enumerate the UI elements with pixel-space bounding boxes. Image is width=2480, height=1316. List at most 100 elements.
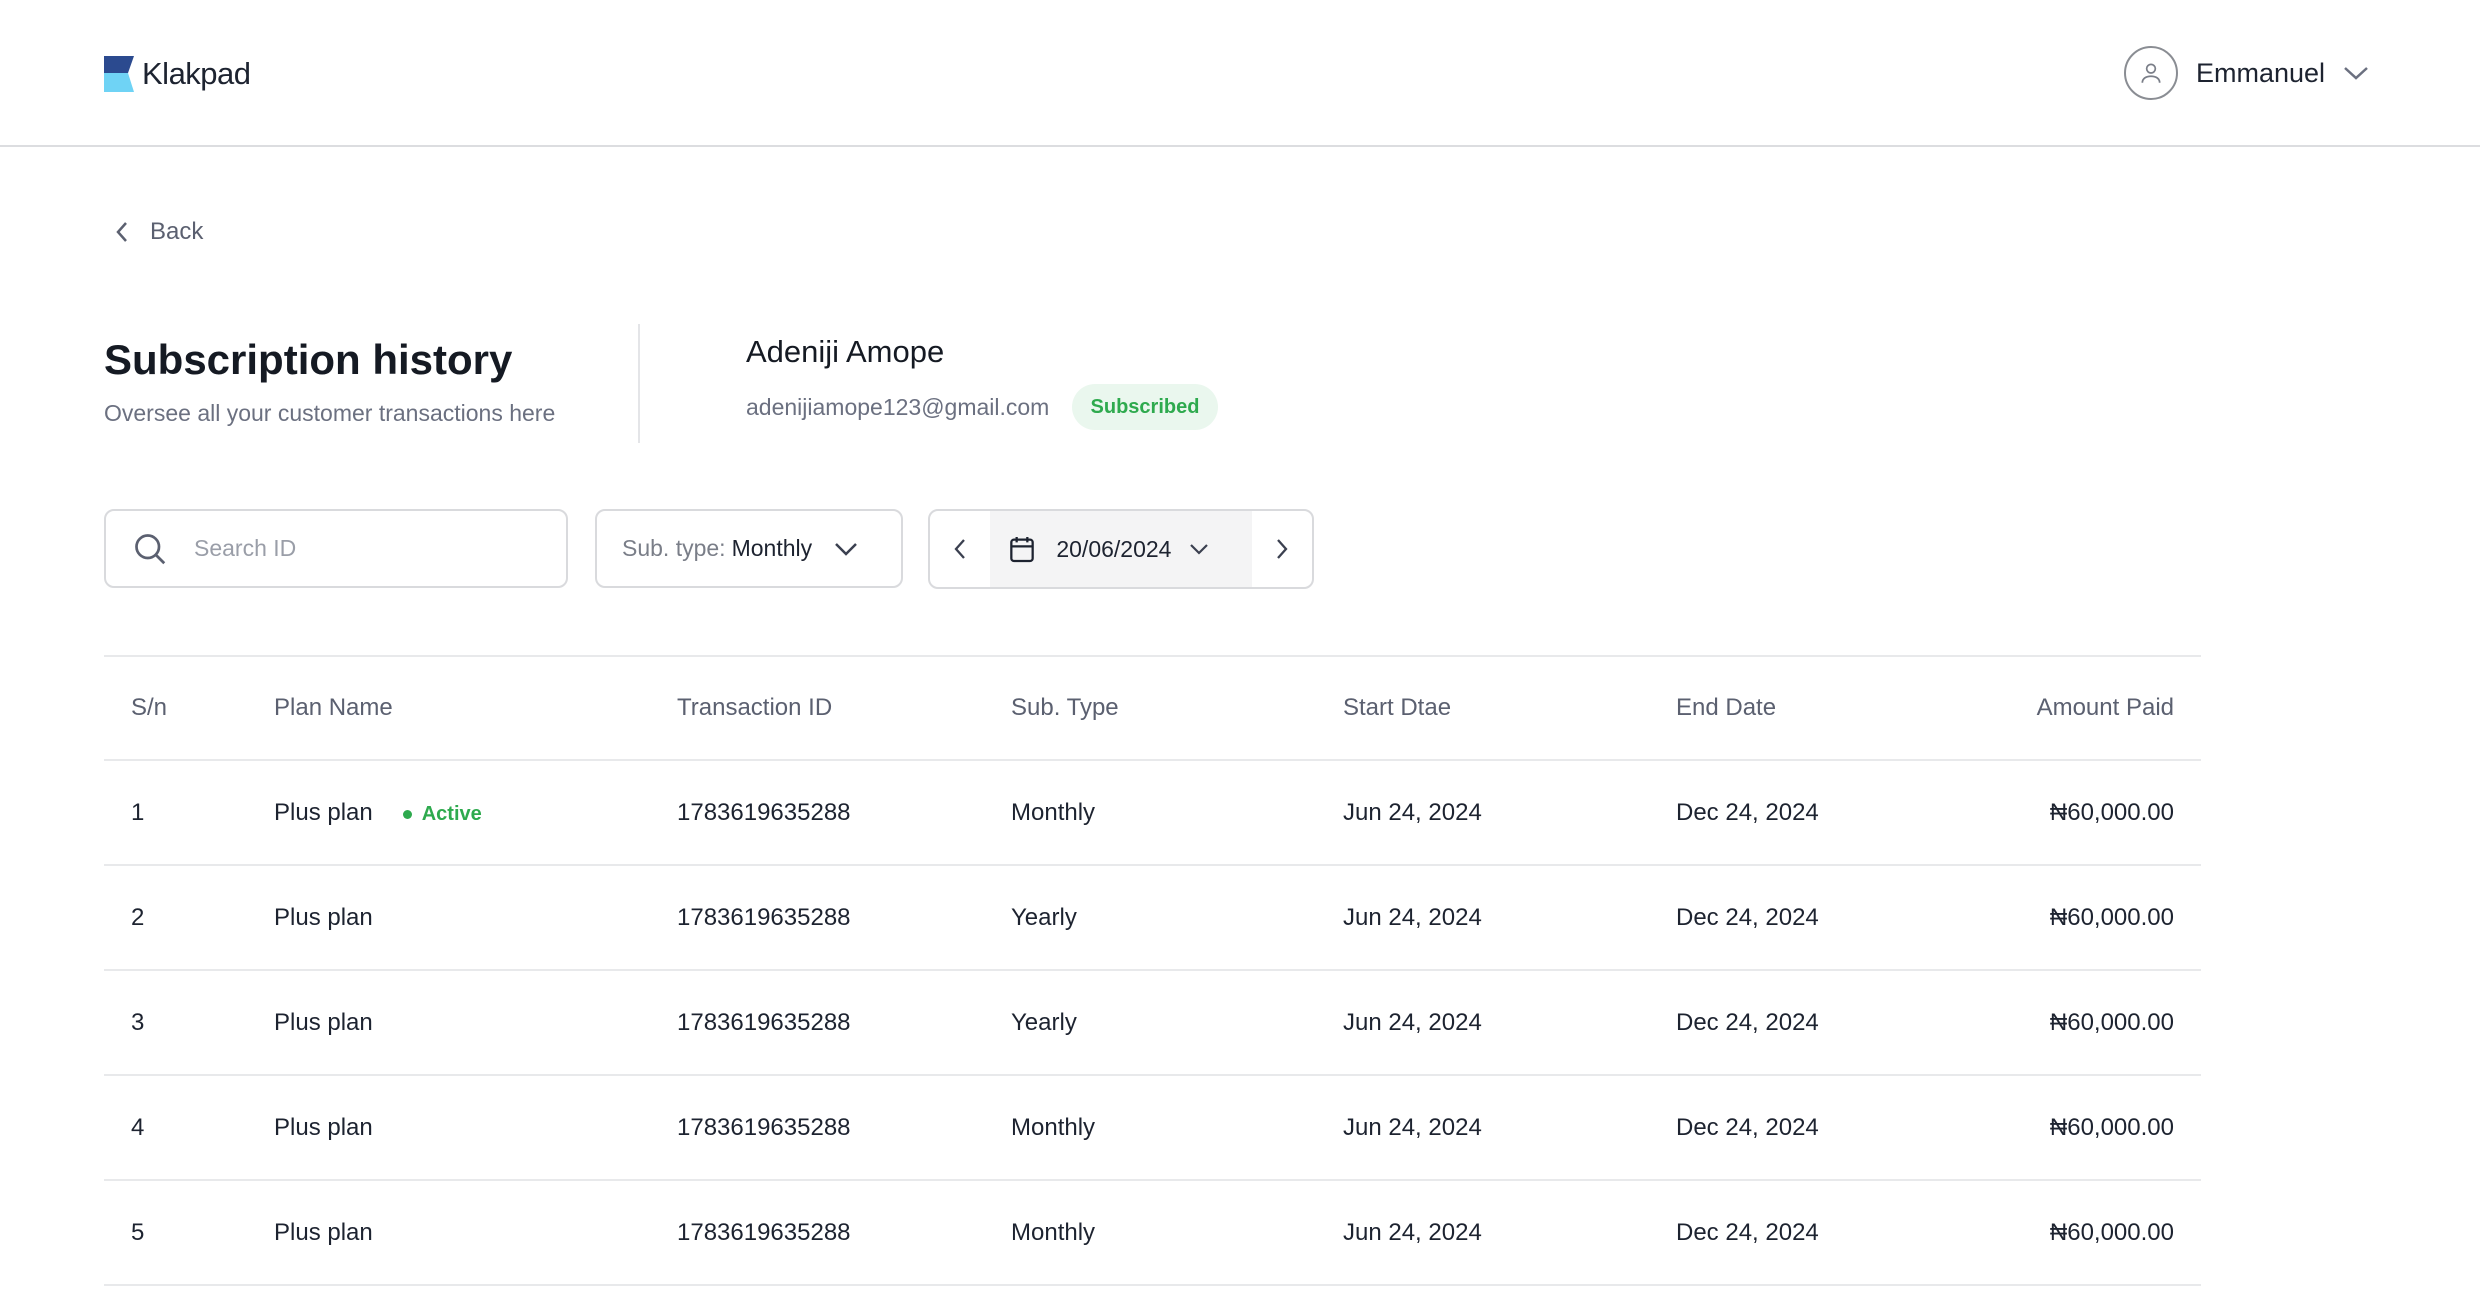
top-bar: Klakpad Emmanuel xyxy=(0,0,2480,147)
cell-amount: ₦60,000.00 xyxy=(1976,1075,2201,1181)
sn-value: 4 xyxy=(131,1113,145,1141)
column-header: Amount Paid xyxy=(1976,655,2201,761)
cell-plan: Plus plan xyxy=(274,1180,677,1286)
start-value: Jun 24, 2024 xyxy=(1343,1218,1482,1246)
cell-sn: 5 xyxy=(104,1180,274,1286)
sub-type-label: Sub. type: xyxy=(622,535,726,561)
txn-value: 1783619635288 xyxy=(677,1008,851,1036)
amount-value: ₦60,000.00 xyxy=(2049,1218,2174,1246)
type-value: Monthly xyxy=(1011,1218,1096,1246)
type-value: Yearly xyxy=(1011,1008,1077,1036)
plan-value: Plus plan xyxy=(274,1008,373,1036)
table-row[interactable]: 5 Plus plan 1783619635288 Monthly Jun 24, 20… xyxy=(104,1180,2201,1286)
brand-logo[interactable]: Klakpad xyxy=(104,56,251,92)
start-value: Jun 24, 2024 xyxy=(1343,1113,1482,1141)
end-value: Dec 24, 2024 xyxy=(1676,798,1819,826)
type-value: Monthly xyxy=(1011,798,1096,826)
sn-value: 5 xyxy=(131,1218,145,1246)
status-dot-icon xyxy=(402,809,412,819)
plan-value: Plus plan xyxy=(274,1218,373,1246)
cell-end: Dec 24, 2024 xyxy=(1676,970,1976,1076)
cell-plan: Plus plan xyxy=(274,865,677,971)
chevron-down-icon xyxy=(2344,67,2368,80)
chevron-left-icon xyxy=(954,539,966,559)
amount-value: ₦60,000.00 xyxy=(2049,903,2174,931)
sub-type-dropdown[interactable]: Sub. type: Monthly xyxy=(595,509,903,588)
txn-value: 1783619635288 xyxy=(677,903,851,931)
back-button[interactable]: Back xyxy=(116,218,203,246)
plan-value: Plus plan xyxy=(274,1113,373,1141)
sn-value: 1 xyxy=(131,798,145,826)
chevron-down-icon xyxy=(1190,544,1209,555)
cell-sn: 4 xyxy=(104,1075,274,1181)
txn-value: 1783619635288 xyxy=(677,798,851,826)
date-select[interactable]: 20/06/2024 xyxy=(990,511,1252,587)
chevron-down-icon xyxy=(835,542,858,556)
cell-amount: ₦60,000.00 xyxy=(1976,970,2201,1076)
chevron-right-icon xyxy=(1276,539,1288,559)
user-menu[interactable]: Emmanuel xyxy=(2124,46,2369,100)
sn-value: 3 xyxy=(131,1008,145,1036)
table-row[interactable]: 2 Plus plan 1783619635288 Yearly Jun 24, 202… xyxy=(104,865,2201,971)
cell-amount: ₦60,000.00 xyxy=(1976,865,2201,971)
table-row[interactable]: 3 Plus plan 1783619635288 Yearly Jun 24, 202… xyxy=(104,970,2201,1076)
table-header-row: S/n Plan Name Transaction ID Sub. Type Start… xyxy=(104,655,2201,761)
cell-plan: Plus plan xyxy=(274,970,677,1076)
cell-end: Dec 24, 2024 xyxy=(1676,1180,1976,1286)
chevron-left-icon xyxy=(116,222,127,242)
cell-type: Monthly xyxy=(1011,760,1343,866)
calendar-icon xyxy=(1010,537,1035,563)
cell-txn: 1783619635288 xyxy=(677,1180,1011,1286)
plan-value: Plus plan xyxy=(274,903,373,931)
active-label: Active xyxy=(421,802,482,825)
cell-start: Jun 24, 2024 xyxy=(1343,760,1676,866)
cell-start: Jun 24, 2024 xyxy=(1343,970,1676,1076)
cell-start: Jun 24, 2024 xyxy=(1343,1075,1676,1181)
cell-sn: 3 xyxy=(104,970,274,1076)
status-badge: Subscribed xyxy=(1072,384,1218,430)
cell-start: Jun 24, 2024 xyxy=(1343,865,1676,971)
start-value: Jun 24, 2024 xyxy=(1343,1008,1482,1036)
table-row[interactable]: 1 Plus plan Active 1783619635288 Monthly Jun … xyxy=(104,760,2201,866)
cell-type: Yearly xyxy=(1011,970,1343,1076)
sn-value: 2 xyxy=(131,903,145,931)
page-title: Subscription history xyxy=(104,336,513,383)
txn-value: 1783619635288 xyxy=(677,1113,851,1141)
cell-end: Dec 24, 2024 xyxy=(1676,760,1976,866)
table-row[interactable]: 4 Plus plan 1783619635288 Monthly Jun 24, 20… xyxy=(104,1075,2201,1181)
plan-value: Plus plan xyxy=(274,798,373,826)
sub-type-value: Monthly xyxy=(731,535,813,561)
active-indicator: Active xyxy=(402,802,482,825)
date-picker: 20/06/2024 xyxy=(928,509,1314,589)
klakpad-logo-icon xyxy=(104,56,134,92)
end-value: Dec 24, 2024 xyxy=(1676,903,1819,931)
cell-end: Dec 24, 2024 xyxy=(1676,1075,1976,1181)
cell-end: Dec 24, 2024 xyxy=(1676,865,1976,971)
cell-plan: Plus plan xyxy=(274,1075,677,1181)
divider xyxy=(638,324,640,443)
cell-txn: 1783619635288 xyxy=(677,760,1011,866)
end-value: Dec 24, 2024 xyxy=(1676,1113,1819,1141)
start-value: Jun 24, 2024 xyxy=(1343,798,1482,826)
next-date-button[interactable] xyxy=(1252,511,1312,587)
column-header: End Date xyxy=(1676,655,1976,761)
customer-name: Adeniji Amope xyxy=(746,334,945,369)
user-icon xyxy=(2141,63,2161,83)
cell-txn: 1783619635288 xyxy=(677,1075,1011,1181)
cell-type: Monthly xyxy=(1011,1180,1343,1286)
avatar xyxy=(2124,46,2178,100)
cell-type: Monthly xyxy=(1011,1075,1343,1181)
column-header: Sub. Type xyxy=(1011,655,1343,761)
back-label: Back xyxy=(150,218,204,245)
search-field[interactable] xyxy=(104,509,568,588)
search-icon xyxy=(135,533,166,564)
end-value: Dec 24, 2024 xyxy=(1676,1218,1819,1246)
cell-type: Yearly xyxy=(1011,865,1343,971)
customer-email: adenijiamope123@gmail.com xyxy=(746,394,1050,420)
prev-date-button[interactable] xyxy=(930,511,990,587)
search-input[interactable] xyxy=(194,535,524,562)
amount-value: ₦60,000.00 xyxy=(2049,798,2174,826)
cell-txn: 1783619635288 xyxy=(677,970,1011,1076)
txn-value: 1783619635288 xyxy=(677,1218,851,1246)
start-value: Jun 24, 2024 xyxy=(1343,903,1482,931)
